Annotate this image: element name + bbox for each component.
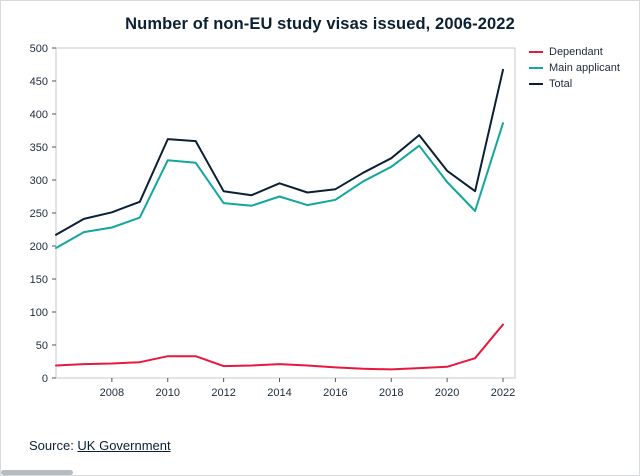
source-link[interactable]: UK Government [77, 438, 171, 453]
legend-item-main-applicant: Main applicant [529, 62, 620, 74]
legend-label-main-applicant: Main applicant [549, 62, 620, 74]
legend-label-dependant: Dependant [549, 46, 603, 58]
x-tick-label: 2008 [100, 387, 124, 399]
chart-area: 0 50 100 150 200 250 300 350 400 450 500 2008 2010 20… [1, 38, 639, 415]
legend-swatch-total-icon [529, 82, 543, 86]
x-tick-label: 2012 [211, 387, 235, 399]
series-line-main-applicant [55, 122, 504, 249]
source-prefix: Source: [29, 438, 78, 453]
y-tick-label: 450 [30, 76, 48, 88]
plot-border [55, 47, 516, 379]
x-tick-label: 2010 [156, 387, 180, 399]
legend-item-dependant: Dependant [529, 46, 620, 58]
series-line-dependant [55, 323, 504, 371]
x-tick-label: 2014 [267, 387, 291, 399]
y-tick-label: 50 [36, 340, 48, 352]
y-tick-label: 200 [30, 241, 48, 253]
horizontal-scrollbar-thumb[interactable] [1, 470, 73, 475]
y-tick-label: 250 [30, 208, 48, 220]
source-row: Source: UK Government [29, 438, 171, 453]
legend-label-total: Total [549, 78, 573, 90]
x-tick-label: 2022 [491, 387, 515, 399]
legend-swatch-dependant-icon [529, 50, 543, 54]
line-chart: 0 50 100 150 200 250 300 350 400 450 500 2008 2010 20… [30, 43, 516, 399]
legend-item-total: Total [529, 78, 620, 90]
chart-title: Number of non-EU study visas issued, 200… [125, 15, 515, 33]
y-tick-label: 350 [30, 142, 48, 154]
x-tick-label: 2016 [323, 387, 347, 399]
x-tick-label: 2018 [379, 387, 403, 399]
y-tick-label: 300 [30, 175, 48, 187]
series-line-total [55, 68, 504, 236]
y-tick-label: 0 [42, 373, 48, 385]
x-tick-label: 2020 [435, 387, 459, 399]
legend-swatch-main-applicant-icon [529, 66, 543, 70]
y-tick-label: 100 [30, 307, 48, 319]
legend: Dependant Main applicant Total [529, 46, 620, 90]
y-tick-label: 500 [30, 43, 48, 55]
y-tick-label: 400 [30, 109, 48, 121]
y-tick-label: 150 [30, 274, 48, 286]
